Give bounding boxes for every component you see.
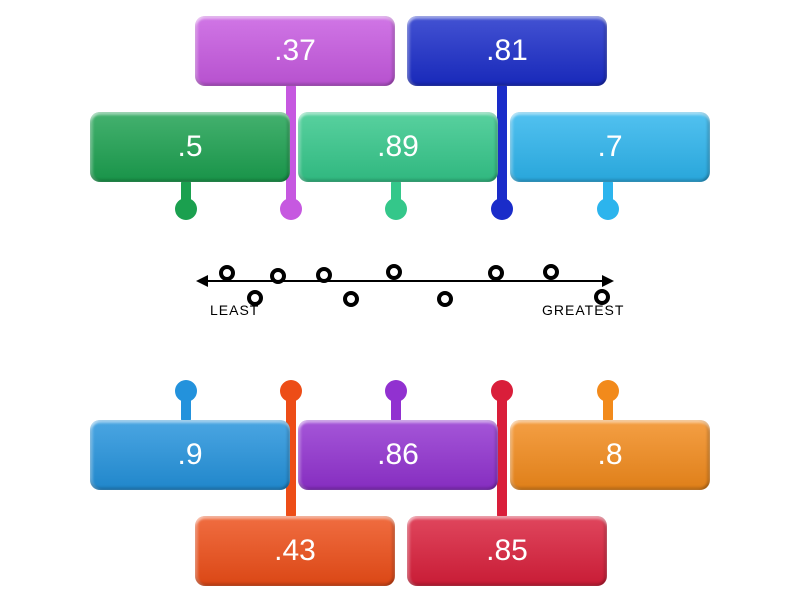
bottom-card-label: .86 (377, 438, 419, 472)
axis-dot[interactable] (219, 265, 235, 281)
axis-dot[interactable] (386, 264, 402, 280)
bottom-card-stem (497, 386, 507, 520)
axis-dot[interactable] (543, 264, 559, 280)
axis-dot[interactable] (343, 291, 359, 307)
bottom-card-pin[interactable] (175, 380, 197, 402)
bottom-card-label: .43 (274, 534, 316, 568)
number-line-axis (0, 0, 800, 600)
axis-dot[interactable] (488, 265, 504, 281)
bottom-card-pin[interactable] (385, 380, 407, 402)
bottom-card[interactable]: .9 (90, 420, 290, 490)
bottom-card-label: .85 (486, 534, 528, 568)
axis-label-greatest: GREATEST (542, 302, 624, 318)
bottom-card-pin[interactable] (491, 380, 513, 402)
bottom-card[interactable]: .43 (195, 516, 395, 586)
bottom-card-pin[interactable] (597, 380, 619, 402)
bottom-card[interactable]: .8 (510, 420, 710, 490)
bottom-card[interactable]: .85 (407, 516, 607, 586)
bottom-card[interactable]: .86 (298, 420, 498, 490)
bottom-card-label: .8 (597, 438, 622, 472)
bottom-card-label: .9 (177, 438, 202, 472)
axis-dot[interactable] (437, 291, 453, 307)
axis-label-least: LEAST (210, 302, 259, 318)
bottom-card-pin[interactable] (280, 380, 302, 402)
axis-dot[interactable] (270, 268, 286, 284)
axis-dot[interactable] (316, 267, 332, 283)
